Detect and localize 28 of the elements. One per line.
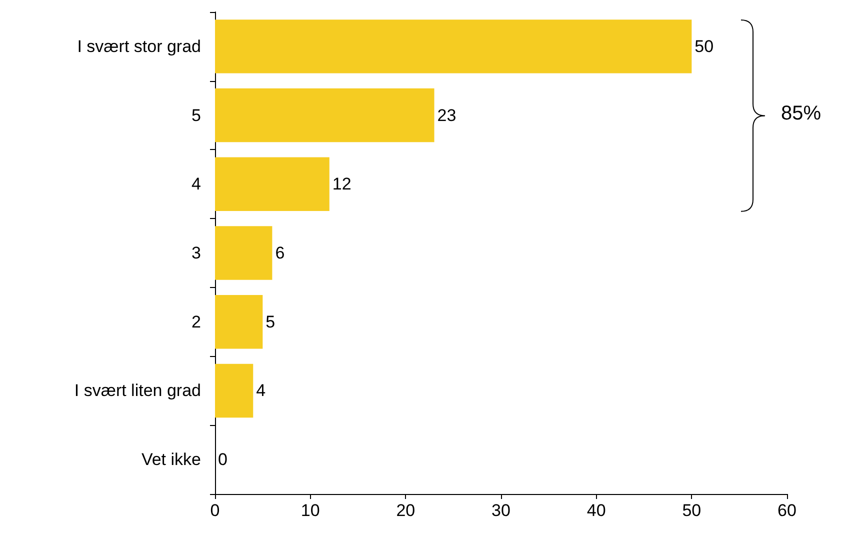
bar [215,157,330,211]
bar [215,88,434,142]
y-tick-label: I svært stor grad [77,36,201,56]
data-label: 23 [437,106,456,125]
data-label: 50 [694,36,714,56]
y-tick-label: 5 [192,106,201,125]
y-tick-label: 3 [192,244,201,262]
y-tick-label: 4 [192,174,201,194]
y-tick-label: Vet ikke [141,450,201,470]
x-tick-label: 0 [210,501,220,520]
x-tick-label: 30 [492,501,510,520]
bar [215,226,272,280]
x-tick-label: 50 [682,501,702,520]
bar [215,295,263,349]
bar [215,364,254,418]
data-label: 0 [218,450,228,470]
x-tick-label: 20 [396,501,416,520]
data-label: 5 [266,312,276,332]
y-tick-label: I svært liten grad [74,381,201,400]
data-label: 6 [275,244,285,262]
x-tick-label: 60 [778,501,796,520]
x-tick-label: 40 [586,501,606,520]
y-tick-label: 2 [192,312,201,332]
data-label: 4 [256,381,266,400]
x-tick-label: 10 [300,501,320,520]
bar [215,20,692,74]
annotation: 85% [781,102,822,124]
data-label: 12 [332,174,352,194]
